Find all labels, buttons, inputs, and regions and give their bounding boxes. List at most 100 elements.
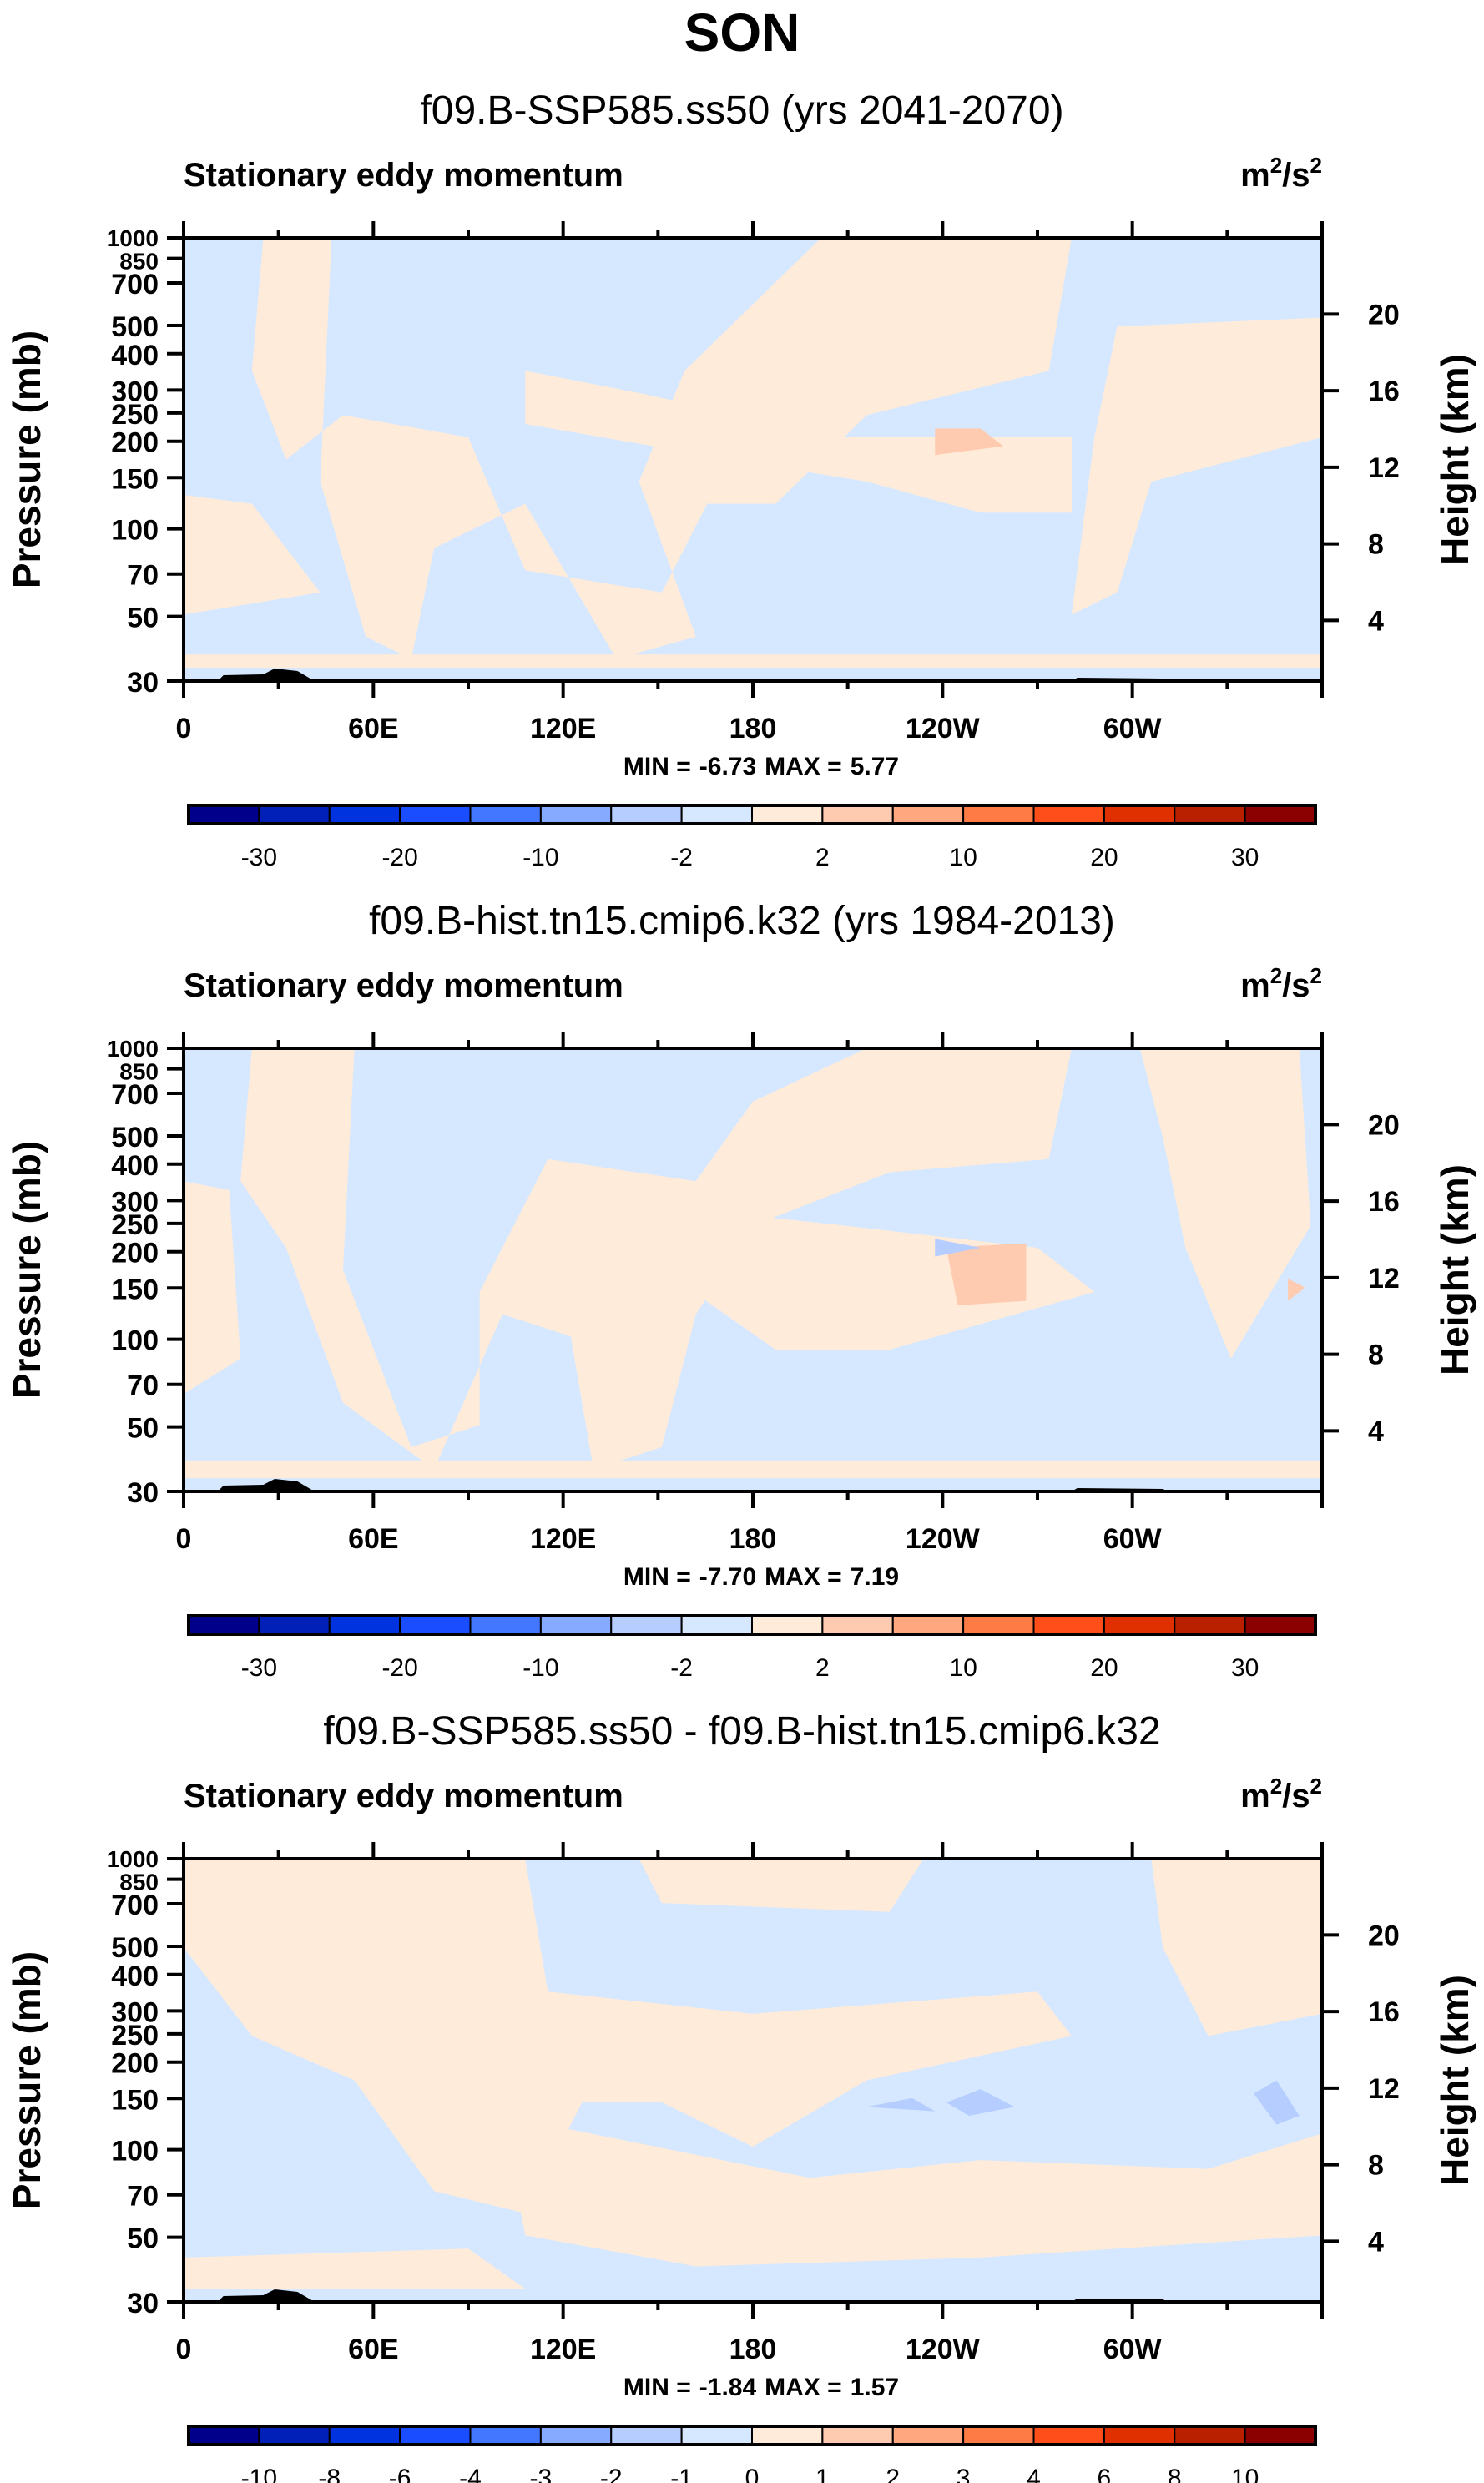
units-part: m bbox=[1240, 157, 1270, 194]
colorbar-label: -2 bbox=[670, 844, 693, 871]
x-tick-label: 180 bbox=[729, 1523, 777, 1555]
y-right-tick-label: 12 bbox=[1368, 1263, 1400, 1294]
x-tick-label: 60E bbox=[348, 2334, 399, 2365]
y-right-tick-label: 8 bbox=[1368, 2150, 1384, 2182]
min-max-part: -6.73 bbox=[699, 753, 756, 780]
min-max-part: 1.57 bbox=[851, 2374, 899, 2401]
colorbar-label: 3 bbox=[957, 2465, 971, 2483]
colorbar-label: 10 bbox=[1231, 2465, 1259, 2483]
colorbar-box bbox=[1032, 2425, 1105, 2445]
y-right-tick-label: 20 bbox=[1368, 1109, 1400, 1141]
y-tick-label: 1000 bbox=[107, 1036, 159, 1062]
colorbar-label: 2 bbox=[815, 1654, 830, 1682]
y-right-tick-label: 12 bbox=[1368, 452, 1400, 484]
colorbar-label: -30 bbox=[241, 1654, 277, 1682]
min-max-part: MIN = bbox=[623, 1563, 691, 1591]
y-tick-label: 300 bbox=[111, 1996, 159, 2028]
colorbar-box bbox=[1103, 1615, 1176, 1635]
colorbar-label: 2 bbox=[815, 844, 830, 871]
colorbar-box bbox=[258, 805, 331, 825]
y-tick-label: 300 bbox=[111, 376, 159, 407]
colorbar-frame bbox=[187, 804, 1317, 825]
colorbar-box bbox=[1103, 2425, 1176, 2445]
colorbar-label: 0 bbox=[745, 2465, 760, 2483]
colorbar-box bbox=[258, 1615, 331, 1635]
colorbar-box bbox=[1103, 805, 1176, 825]
y-tick-label: 150 bbox=[111, 1274, 159, 1305]
colorbar-label: -10 bbox=[241, 2465, 277, 2483]
colorbar-box bbox=[821, 805, 894, 825]
units-part: 2 bbox=[1310, 963, 1322, 988]
min-max-part: 7.19 bbox=[851, 1563, 899, 1591]
y-right-axis-title: Height (km) bbox=[1433, 354, 1476, 565]
min-max-part: -1.84 bbox=[699, 2374, 757, 2401]
x-tick-label: 60E bbox=[348, 713, 399, 744]
plot-area: 3050701001502002503004005007008501000481… bbox=[5, 221, 1476, 871]
colorbar-box bbox=[1244, 805, 1316, 825]
colorbar-label: -20 bbox=[381, 1654, 417, 1682]
units-label: m2/s2 bbox=[1240, 1774, 1322, 1814]
colorbar-box bbox=[821, 1615, 894, 1635]
colorbar-box bbox=[188, 2425, 260, 2445]
colorbar-box bbox=[1244, 1615, 1316, 1635]
units-part: m bbox=[1240, 1778, 1270, 1814]
y-tick-label: 70 bbox=[127, 560, 159, 592]
colorbar-box bbox=[469, 805, 542, 825]
y-right-tick-label: 8 bbox=[1368, 1340, 1384, 1371]
y-tick-label: 250 bbox=[111, 2020, 159, 2052]
y-tick-label: 850 bbox=[119, 1059, 159, 1085]
contour-positive-region bbox=[639, 1203, 1095, 1350]
colorbar-label: -10 bbox=[522, 844, 558, 871]
contour-positive-region bbox=[502, 2115, 1322, 2267]
y-tick-label: 500 bbox=[111, 1122, 159, 1153]
colorbar-label: -20 bbox=[381, 844, 417, 871]
contour-positive-region bbox=[184, 1181, 241, 1395]
colorbar-box bbox=[188, 805, 260, 825]
colorbar-box bbox=[539, 2425, 613, 2445]
colorbar-box bbox=[610, 1615, 683, 1635]
y-right-tick-label: 16 bbox=[1368, 376, 1400, 407]
y-right-tick-label: 8 bbox=[1368, 529, 1384, 561]
colorbar-label: 20 bbox=[1090, 844, 1118, 871]
colorbar-box bbox=[328, 1615, 401, 1635]
colorbar-label: 20 bbox=[1090, 1654, 1118, 1682]
y-tick-label: 200 bbox=[111, 2048, 159, 2080]
y-tick-label: 30 bbox=[127, 1477, 159, 1509]
min-max-part: MIN = bbox=[623, 2374, 691, 2401]
topography-africa bbox=[217, 1479, 315, 1491]
min-max-part: -7.70 bbox=[699, 1563, 756, 1591]
panel-subtitle: f09.B-SSP585.ss50 - f09.B-hist.tn15.cmip… bbox=[323, 1709, 1160, 1754]
colorbar-label: -8 bbox=[318, 2465, 341, 2483]
colorbar-box bbox=[1174, 805, 1246, 825]
contour-negative-region bbox=[1254, 2080, 1300, 2125]
x-tick-label: 120W bbox=[906, 2334, 981, 2365]
x-tick-label: 180 bbox=[729, 713, 777, 744]
y-tick-label: 200 bbox=[111, 1238, 159, 1269]
x-tick-label: 60E bbox=[348, 1523, 399, 1555]
contour-positive-region bbox=[1071, 317, 1322, 615]
contour-positive-region bbox=[184, 2248, 526, 2289]
units-part: /s bbox=[1282, 967, 1310, 1004]
colorbar-box bbox=[1032, 805, 1105, 825]
contour-positive-region bbox=[184, 1460, 1322, 1479]
min-max-part: 5.77 bbox=[851, 753, 899, 780]
units-part: 2 bbox=[1310, 153, 1322, 178]
colorbar-label: 4 bbox=[1027, 2465, 1041, 2483]
y-tick-label: 250 bbox=[111, 399, 159, 431]
colorbar-box bbox=[258, 2425, 331, 2445]
topography-africa bbox=[217, 669, 315, 681]
y-right-tick-label: 12 bbox=[1368, 2073, 1400, 2105]
contour-strong-positive-region bbox=[935, 428, 1004, 456]
colorbar-box bbox=[469, 2425, 542, 2445]
colorbar-box bbox=[469, 1615, 542, 1635]
colorbar-box bbox=[399, 2425, 472, 2445]
x-tick-label: 60W bbox=[1103, 2334, 1163, 2365]
y-tick-label: 850 bbox=[119, 1870, 159, 1895]
contour-negative-region bbox=[935, 1239, 981, 1257]
colorbar-box bbox=[751, 2425, 824, 2445]
x-tick-label: 120W bbox=[906, 713, 981, 744]
contour-strong-positive-region bbox=[1288, 1279, 1305, 1301]
min-max-label: MIN = -6.73 MAX = 5.77 bbox=[623, 753, 899, 780]
colorbar-box bbox=[821, 2425, 894, 2445]
y-axis-title: Pressure (mb) bbox=[5, 331, 48, 588]
